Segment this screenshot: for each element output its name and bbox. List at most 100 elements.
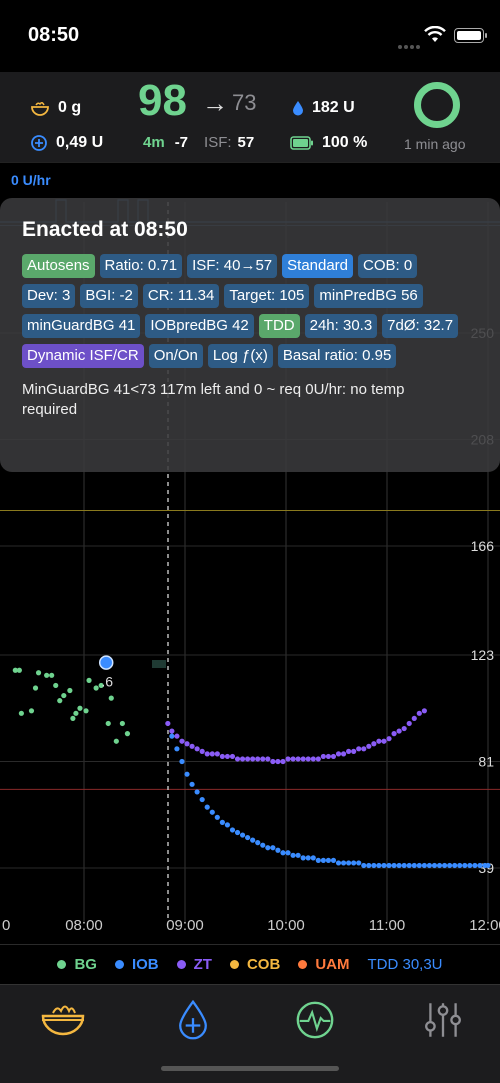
data-point-iob	[386, 862, 392, 869]
pump-battery-value: 100 %	[322, 134, 368, 151]
data-point-bg	[18, 710, 24, 716]
data-point-zt	[366, 743, 372, 749]
legend-label: COB	[246, 956, 281, 973]
data-point-bg	[28, 708, 35, 714]
data-point-iob	[179, 758, 185, 765]
status-time: 08:50	[28, 24, 80, 46]
data-point-iob	[396, 862, 402, 869]
data-point-zt	[421, 708, 427, 714]
data-point-zt	[184, 741, 190, 747]
data-point-zt	[411, 715, 417, 722]
popup-tag: Autosens	[22, 254, 95, 278]
data-point-bg	[105, 720, 111, 727]
data-point-iob	[270, 845, 276, 851]
data-point-bg	[113, 738, 119, 744]
legend-item-bg: BG	[57, 956, 97, 973]
data-point-iob	[485, 862, 491, 869]
x-tick-label: 11:00	[369, 917, 405, 934]
insulin-plus-icon	[31, 135, 47, 151]
data-point-zt	[325, 753, 332, 760]
data-point-iob	[255, 840, 261, 846]
tab-carbs-bowl-icon[interactable]	[38, 999, 88, 1041]
tab-bolus-drop-icon[interactable]	[168, 999, 218, 1041]
data-point-bg	[16, 667, 22, 673]
status-header[interactable]: 0 g 0,49 U 98 → 73 4m -7 ISF: 57 182 U 1…	[0, 72, 500, 162]
data-point-iob	[426, 862, 433, 869]
trend-arrow-icon: →	[202, 88, 228, 118]
data-point-iob	[169, 733, 175, 739]
data-point-iob	[371, 862, 377, 869]
y-tick-label: 166	[471, 538, 495, 554]
cellular-icon	[398, 36, 422, 54]
popup-tag: Dev: 3	[22, 284, 76, 308]
data-point-iob	[290, 852, 296, 858]
data-point-bg	[32, 685, 39, 691]
battery-icon	[454, 28, 487, 43]
data-point-zt	[285, 756, 291, 762]
legend-dot	[229, 960, 239, 969]
x-tick-label: 0	[2, 917, 10, 934]
data-point-iob	[280, 850, 286, 856]
data-point-iob	[376, 862, 382, 869]
data-point-zt	[270, 758, 276, 765]
data-point-iob	[436, 862, 443, 869]
data-point-iob	[472, 862, 478, 869]
popup-tag: BGI: -2	[80, 284, 138, 308]
data-point-iob	[305, 855, 311, 861]
data-point-bg	[83, 708, 89, 714]
data-point-zt	[351, 748, 357, 754]
data-point-zt	[199, 748, 205, 754]
legend-tdd: TDD 30,3U	[367, 956, 443, 973]
data-point-zt	[239, 756, 246, 762]
data-point-iob	[310, 855, 316, 861]
data-point-iob	[457, 862, 463, 869]
popup-tag: 24h: 30.3	[304, 314, 378, 338]
y-tick-label: 81	[478, 754, 494, 770]
x-tick-label: 10:00	[267, 917, 305, 934]
data-point-zt	[310, 756, 316, 762]
data-point-zt	[335, 751, 342, 757]
data-point-zt	[386, 736, 392, 742]
data-point-zt	[361, 746, 367, 752]
data-point-bg	[98, 682, 104, 689]
data-point-iob	[406, 862, 412, 869]
data-point-zt	[406, 720, 412, 727]
x-tick-label: 08:00	[65, 917, 103, 934]
data-point-zt	[416, 710, 422, 716]
x-tick-label: 09:00	[166, 917, 204, 934]
loop-status-icon[interactable]	[414, 82, 460, 128]
legend-dot	[298, 960, 308, 969]
data-point-bg	[12, 667, 18, 673]
data-point-iob	[340, 860, 347, 866]
data-point-iob	[265, 845, 271, 851]
data-point-zt	[300, 756, 306, 762]
tab-loop-heartbeat-icon[interactable]	[290, 999, 340, 1041]
legend-item-zt: ZT	[176, 956, 212, 973]
data-point-iob	[452, 862, 458, 869]
basal-rate: 0 U/hr	[11, 172, 51, 188]
reservoir-display: 182 U	[292, 99, 355, 117]
enacted-popup[interactable]: Enacted at 08:50 Autosens Ratio: 0.71 ISF:…	[0, 198, 500, 472]
popup-tag: minPredBG 56	[314, 284, 423, 308]
tab-settings-sliders-icon[interactable]	[418, 999, 468, 1041]
popup-tag: Log ƒ(x)	[207, 344, 273, 368]
data-point-iob	[416, 862, 422, 869]
legend-item-uam: UAM	[298, 956, 349, 973]
data-point-bg	[70, 715, 76, 722]
carbs-value: 0 g	[58, 99, 82, 116]
data-point-iob	[330, 857, 337, 863]
data-point-iob	[401, 862, 407, 869]
legend-dot	[57, 960, 67, 969]
data-point-zt	[371, 741, 377, 747]
iob-display: 0,49 U	[30, 134, 103, 152]
data-point-zt	[179, 738, 185, 744]
data-point-zt	[165, 720, 171, 727]
legend-item-cob: COB	[229, 956, 281, 973]
chart-legend: BG IOB ZT COB UAM TDD 30,3U	[0, 944, 500, 984]
data-point-iob	[214, 814, 220, 820]
data-point-iob	[320, 857, 326, 863]
legend-label: IOB	[131, 956, 159, 973]
data-point-iob	[224, 822, 231, 828]
data-point-iob	[361, 862, 367, 869]
legend-dot	[176, 960, 186, 969]
